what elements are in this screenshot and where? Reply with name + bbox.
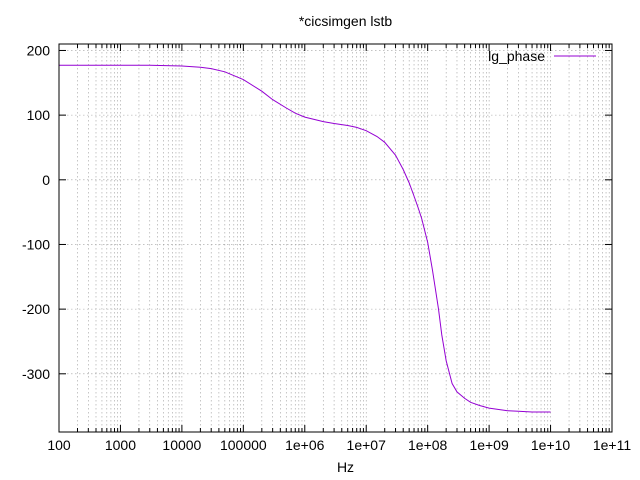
y-tick-label: 100 [27,107,51,123]
y-tick-label: 0 [42,172,50,188]
legend: lg_phase [488,48,596,64]
x-tick-label: 1e+09 [469,437,509,453]
x-axis-label: Hz [337,459,354,475]
y-tick-label: -100 [22,236,50,252]
x-tick-label: 1e+06 [285,437,325,453]
y-tick-label: 200 [27,42,51,58]
y-tick-label: -200 [22,301,50,317]
x-tick-label: 1e+08 [408,437,448,453]
plot-area-frame [58,43,613,433]
series-lines [59,64,551,413]
x-tick-label: 100000 [220,437,267,453]
x-tick-label: 1e+07 [347,437,387,453]
legend-label: lg_phase [488,48,545,64]
x-tick-label: 10000 [162,437,201,453]
x-tick-label: 100 [47,437,71,453]
tick-labels: 100 1000 10000 100000 1e+06 1e+07 1e+08 1e+09 1e… [22,42,631,453]
grid-lines [59,44,612,432]
axis-ticks [59,44,612,432]
y-tick-label: -300 [22,366,50,382]
x-tick-label: 1000 [105,437,136,453]
series-line-lg_phase [59,64,551,413]
x-tick-label: 1e+10 [531,437,571,453]
x-tick-label: 1e+11 [593,437,631,453]
chart-title: *cicsimgen lstb [299,13,393,29]
